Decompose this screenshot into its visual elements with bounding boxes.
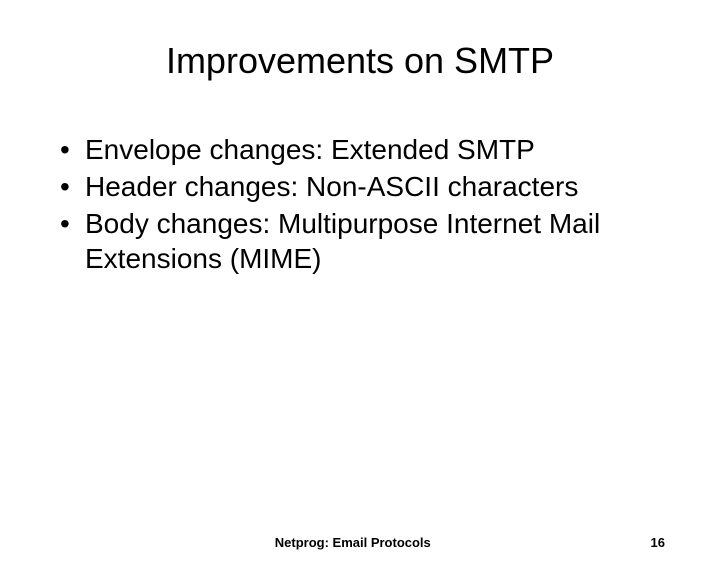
page-number: 16 [651, 535, 665, 550]
slide-content: Envelope changes: Extended SMTP Header c… [0, 132, 720, 276]
bullet-item: Header changes: Non-ASCII characters [55, 169, 665, 204]
slide-title: Improvements on SMTP [0, 40, 720, 82]
bullet-list: Envelope changes: Extended SMTP Header c… [55, 132, 665, 276]
footer-text: Netprog: Email Protocols [0, 535, 651, 550]
bullet-item: Envelope changes: Extended SMTP [55, 132, 665, 167]
bullet-item: Body changes: Multipurpose Internet Mail… [55, 206, 665, 276]
slide-footer: Netprog: Email Protocols 16 [0, 535, 720, 550]
